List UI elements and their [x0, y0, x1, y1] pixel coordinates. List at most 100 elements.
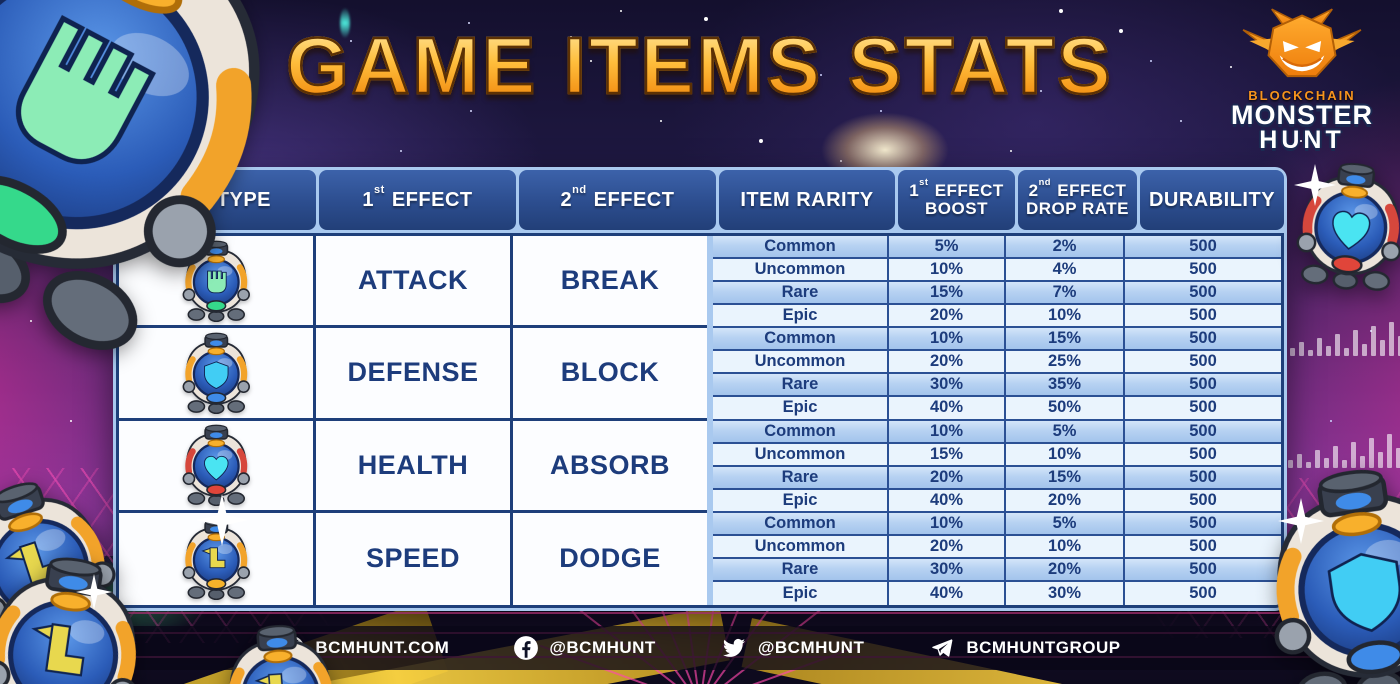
facebook-link[interactable]: @BCMHUNT	[513, 635, 656, 661]
monster-logo-icon	[1242, 8, 1362, 78]
facebook-label: @BCMHUNT	[549, 638, 656, 657]
speed-effect2-label: DODGE	[513, 512, 707, 605]
defense-capsule-icon	[119, 328, 316, 421]
rarity-cell: Uncommon	[713, 259, 889, 283]
durability-cell: 500	[1125, 259, 1281, 283]
defense-effect1-label: DEFENSE	[316, 328, 513, 421]
facebook-icon	[514, 636, 539, 660]
rarity-cell: Uncommon	[713, 443, 889, 467]
sparkle	[76, 574, 112, 610]
boost-cell: 15%	[889, 282, 1006, 306]
page-title: GAME ITEMS STATS	[160, 24, 1240, 107]
rarity-cell: Epic	[713, 305, 889, 329]
header-1st-effect: 1st EFFECT	[319, 170, 516, 230]
items-stats-table: ITEM TYPE 1st EFFECT 2nd EFFECT ITEM RARITY…	[113, 167, 1287, 611]
boost-cell: 40%	[889, 581, 1006, 605]
attack-effect2-label: BREAK	[513, 236, 707, 329]
drop-rate-cell: 10%	[1006, 535, 1125, 559]
health-capsule-icon	[119, 420, 316, 513]
durability-cell: 500	[1125, 374, 1281, 398]
boost-cell: 20%	[889, 466, 1006, 490]
header-2nd-effect: 2nd EFFECT	[519, 170, 716, 230]
boost-cell: 10%	[889, 420, 1006, 444]
boost-cell: 10%	[889, 259, 1006, 283]
bmh-logo: BLOCKCHAIN MONSTER HUNT	[1220, 6, 1384, 152]
durability-cell: 500	[1125, 535, 1281, 559]
attack-capsule-art	[0, 0, 374, 394]
telegram-label: BCMHUNTGROUP	[966, 638, 1121, 657]
table-header-row: ITEM TYPE 1st EFFECT 2nd EFFECT ITEM RARITY…	[116, 170, 1284, 230]
footer-social-bar: BCMHUNT.COM @BCMHUNT @BCMHUNT BCMHUNTGRO…	[0, 626, 1400, 670]
telegram-icon	[932, 639, 953, 657]
durability-cell: 500	[1125, 443, 1281, 467]
drop-rate-cell: 7%	[1006, 282, 1125, 306]
telegram-link[interactable]: BCMHUNTGROUP	[928, 636, 1120, 660]
durability-cell: 500	[1125, 328, 1281, 352]
drop-rate-cell: 20%	[1006, 558, 1125, 582]
logo-text-monster: MONSTER	[1231, 100, 1373, 130]
header-2nd-effect-drop-rate: 2nd EFFECT DROP RATE	[1018, 170, 1137, 230]
durability-cell: 500	[1125, 236, 1281, 260]
sparkle	[1278, 498, 1324, 544]
durability-cell: 500	[1125, 282, 1281, 306]
durability-cell: 500	[1125, 420, 1281, 444]
drop-rate-cell: 5%	[1006, 512, 1125, 536]
drop-rate-cell: 10%	[1006, 305, 1125, 329]
drop-rate-cell: 15%	[1006, 328, 1125, 352]
rarity-cell: Epic	[713, 397, 889, 421]
boost-cell: 20%	[889, 351, 1006, 375]
boost-cell: 40%	[889, 489, 1006, 513]
boost-cell: 40%	[889, 397, 1006, 421]
boost-cell: 10%	[889, 328, 1006, 352]
website-label: BCMHUNT.COM	[315, 638, 450, 657]
drop-rate-cell: 4%	[1006, 259, 1125, 283]
speed-capsule-art	[0, 545, 164, 684]
defense-effect2-label: BLOCK	[513, 328, 707, 421]
table-section-divider	[707, 236, 713, 605]
health-effect2-label: ABSORB	[513, 420, 707, 513]
boost-cell: 10%	[889, 512, 1006, 536]
durability-cell: 500	[1125, 351, 1281, 375]
teal-light-streak	[340, 8, 350, 38]
twitter-label: @BCMHUNT	[757, 638, 865, 657]
rarity-cell: Common	[713, 236, 889, 260]
logo-text-blockchain: BLOCKCHAIN	[1248, 88, 1356, 103]
rarity-cell: Uncommon	[713, 351, 889, 375]
boost-cell: 15%	[889, 443, 1006, 467]
durability-cell: 500	[1125, 581, 1281, 605]
twitter-icon	[722, 638, 745, 657]
durability-cell: 500	[1125, 305, 1281, 329]
durability-cell: 500	[1125, 558, 1281, 582]
boost-cell: 30%	[889, 374, 1006, 398]
rarity-cell: Rare	[713, 558, 889, 582]
defense-capsule-art	[1243, 454, 1400, 684]
health-effect1-label: HEALTH	[316, 420, 513, 513]
boost-cell: 20%	[889, 305, 1006, 329]
table-body: ATTACK BREAK Common 5% 2% 500 Uncommon 10% 4% 500…	[116, 233, 1284, 608]
health-capsule-art	[1287, 156, 1400, 295]
equalizer-bars	[1290, 322, 1400, 356]
drop-rate-cell: 25%	[1006, 351, 1125, 375]
rarity-cell: Epic	[713, 489, 889, 513]
logo-text-hunt: HUNT	[1259, 125, 1345, 154]
rarity-cell: Common	[713, 512, 889, 536]
drop-rate-cell: 5%	[1006, 420, 1125, 444]
header-item-rarity: ITEM RARITY	[719, 170, 895, 230]
durability-cell: 500	[1125, 512, 1281, 536]
drop-rate-cell: 30%	[1006, 581, 1125, 605]
drop-rate-cell: 15%	[1006, 466, 1125, 490]
header-durability: DURABILITY	[1140, 170, 1284, 230]
grid-line	[0, 612, 1400, 614]
drop-rate-cell: 2%	[1006, 236, 1125, 260]
drop-rate-cell: 35%	[1006, 374, 1125, 398]
attack-effect1-label: ATTACK	[316, 236, 513, 329]
twitter-link[interactable]: @BCMHUNT	[720, 636, 865, 660]
boost-cell: 5%	[889, 236, 1006, 260]
speed-capsule-art	[213, 620, 347, 684]
boost-cell: 20%	[889, 535, 1006, 559]
sparkle	[196, 494, 248, 546]
durability-cell: 500	[1125, 466, 1281, 490]
rarity-cell: Rare	[713, 282, 889, 306]
drop-rate-cell: 10%	[1006, 443, 1125, 467]
